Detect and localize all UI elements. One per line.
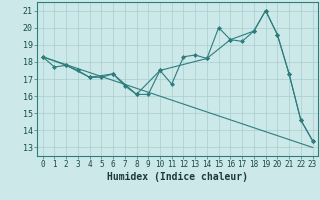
X-axis label: Humidex (Indice chaleur): Humidex (Indice chaleur) [107,172,248,182]
